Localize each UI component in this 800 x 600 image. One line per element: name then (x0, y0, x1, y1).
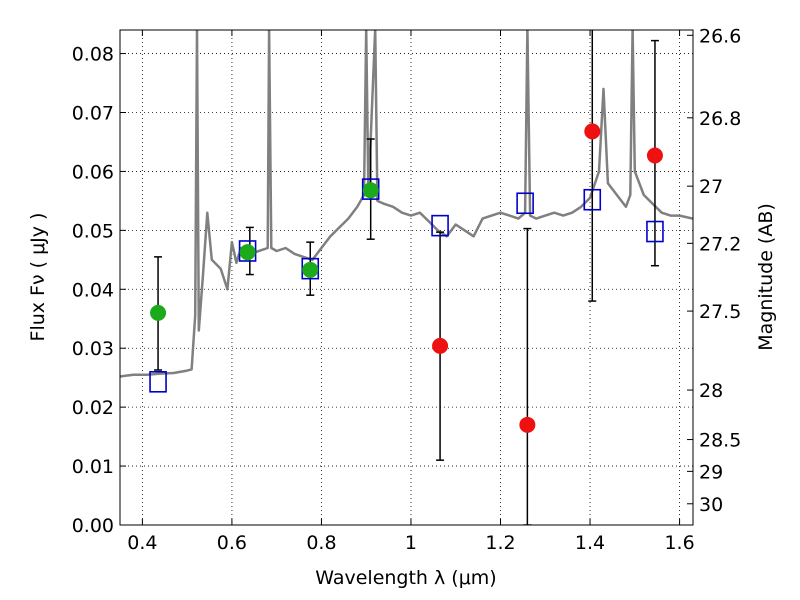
x-tick-label: 1 (405, 532, 417, 554)
y-tick-label: 0.00 (72, 515, 114, 537)
y2-tick-label: 26.8 (699, 108, 741, 130)
x-tick-label: 0.8 (306, 532, 336, 554)
x-tick-label: 0.6 (217, 532, 247, 554)
red-flux-point (519, 416, 536, 433)
x-axis-label: Wavelength λ (μm) (315, 567, 496, 589)
green-flux-point (239, 244, 256, 261)
red-flux-point (646, 147, 663, 164)
y-tick-label: 0.01 (72, 456, 114, 478)
y-axis-label: Flux Fν ( μJy ) (27, 213, 49, 342)
model-square-point (583, 188, 602, 211)
y2-tick-label: 30 (699, 494, 723, 516)
y2-tick-label: 26.6 (699, 25, 741, 47)
model-square-point (149, 371, 167, 393)
model-square-point (646, 220, 664, 243)
plot-frame (119, 29, 694, 526)
model-square-point (301, 257, 320, 280)
x-tick-label: 0.4 (127, 532, 157, 554)
green-flux-point (362, 182, 379, 199)
y2-tick-label: 27 (699, 176, 723, 198)
data-layer (120, 30, 693, 525)
ticks: 0.4 0.6 0.8 1 1.2 1.4 1.6 0.00 0.01 0.02 0.03 0.04 0… (72, 25, 742, 554)
y2-tick-label: 27.2 (699, 233, 741, 255)
y2-tick-label: 28.5 (699, 430, 741, 452)
spectrum-line (120, 30, 693, 378)
model-square-point (431, 214, 449, 237)
model-square-point (361, 178, 380, 200)
y2-axis-label: Magnitude (AB) (755, 203, 777, 351)
y-tick-label: 0.07 (72, 103, 114, 125)
y-tick-label: 0.08 (72, 44, 114, 66)
red-flux-point (432, 337, 449, 354)
green-flux-point (150, 304, 167, 321)
red-flux-point (584, 123, 601, 140)
y-tick-label: 0.06 (72, 161, 114, 183)
model-square-point (516, 192, 534, 215)
y-tick-label: 0.05 (72, 220, 114, 242)
y-tick-label: 0.03 (72, 338, 114, 360)
y2-tick-label: 27.5 (699, 301, 741, 323)
x-tick-label: 1.4 (575, 532, 605, 554)
green-flux-point (302, 261, 319, 278)
gridlines (120, 30, 693, 526)
y2-tick-label: 28 (699, 380, 723, 402)
x-tick-label: 1.6 (664, 532, 694, 554)
model-square-point (238, 240, 257, 262)
plot-area (120, 30, 693, 525)
y-tick-label: 0.04 (72, 279, 114, 301)
x-tick-label: 1.2 (485, 532, 515, 554)
y-tick-label: 0.02 (72, 397, 114, 419)
y2-tick-label: 29 (699, 461, 723, 483)
